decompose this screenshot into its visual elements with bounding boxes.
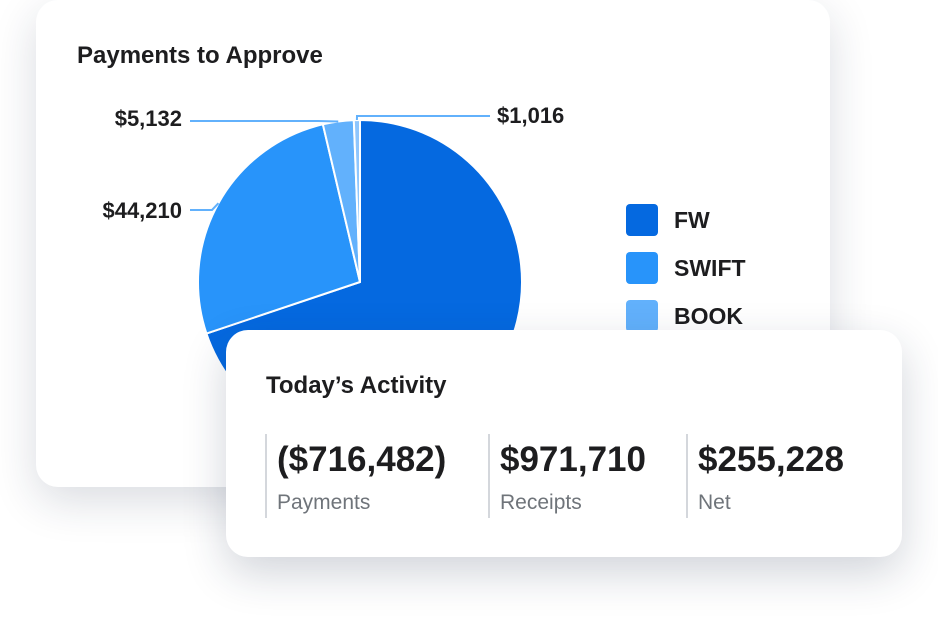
activity-card: Today’s Activity ($716,482) Payments $97… bbox=[226, 330, 902, 557]
leader-line-small bbox=[355, 115, 490, 121]
slice-label-swift: $44,210 bbox=[102, 198, 182, 223]
activity-card-title: Today’s Activity bbox=[266, 372, 447, 399]
legend-item-book[interactable]: BOOK bbox=[626, 292, 746, 340]
stat-receipts-value: $971,710 bbox=[500, 440, 646, 479]
slice-label-small: $1,016 bbox=[497, 103, 565, 128]
legend-item-swift[interactable]: SWIFT bbox=[626, 244, 746, 292]
legend-label-fw: FW bbox=[674, 206, 710, 233]
legend-swatch-swift bbox=[626, 252, 658, 284]
slice-label-book: $5,132 bbox=[114, 106, 182, 131]
stat-payments: ($716,482) Payments bbox=[265, 434, 446, 518]
stat-receipts: $971,710 Receipts bbox=[488, 434, 646, 518]
leader-line-swift bbox=[190, 202, 220, 211]
legend-label-swift: SWIFT bbox=[674, 254, 746, 281]
chart-legend: FW SWIFT BOOK bbox=[626, 196, 746, 340]
pie-leader-lines bbox=[190, 115, 490, 211]
stat-net-label: Net bbox=[698, 491, 731, 514]
legend-swatch-book bbox=[626, 300, 658, 332]
legend-label-book: BOOK bbox=[674, 302, 743, 329]
legend-swatch-fw bbox=[626, 204, 658, 236]
stat-receipts-label: Receipts bbox=[500, 491, 582, 514]
stat-net: $255,228 Net bbox=[686, 434, 844, 518]
legend-item-fw[interactable]: FW bbox=[626, 196, 746, 244]
stat-net-value: $255,228 bbox=[698, 440, 844, 479]
stat-payments-label: Payments bbox=[277, 491, 371, 514]
stat-payments-value: ($716,482) bbox=[277, 440, 447, 479]
payments-card-title: Payments to Approve bbox=[77, 42, 323, 69]
